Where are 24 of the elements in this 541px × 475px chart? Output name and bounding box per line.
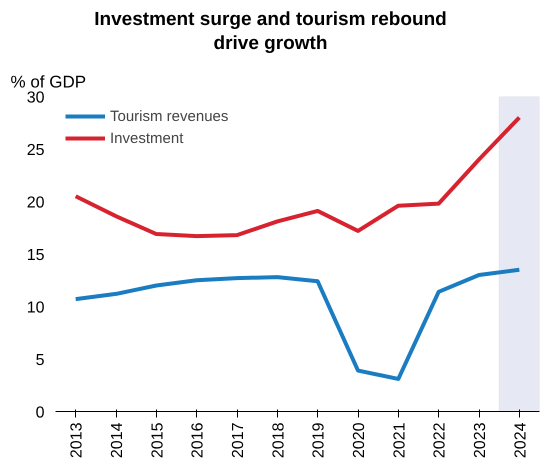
y-tick-label: 5 — [36, 352, 45, 369]
y-tick-label: 10 — [26, 300, 45, 316]
x-tick-label: 2024 — [512, 422, 530, 458]
x-tick-label: 2018 — [270, 422, 288, 458]
x-tick-label: 2021 — [391, 422, 408, 458]
legend-label: Investment — [110, 130, 184, 146]
x-tick-label: 2019 — [310, 422, 328, 458]
line-series — [74, 268, 522, 381]
x-tick-label: 2016 — [190, 422, 207, 458]
x-tick-label: 2022 — [432, 422, 449, 458]
y-tick-label: 15 — [26, 247, 45, 264]
y-tick-label: 0 — [36, 404, 45, 422]
y-tick-label: 20 — [26, 194, 45, 212]
y-tick-label: 30 — [26, 90, 45, 106]
x-tick-label: 2020 — [351, 422, 368, 458]
chart-title: Investment surge and tourism rebound drive growth — [94, 8, 447, 56]
legend-label: Tourism revenues — [110, 108, 228, 124]
y-axis-title: % of GDP — [10, 72, 86, 92]
x-tick-label: 2013 — [68, 422, 86, 458]
x-tick-label: 2017 — [230, 422, 247, 458]
y-tick-label: 25 — [26, 142, 45, 159]
x-tick-label: 2014 — [109, 422, 126, 458]
x-tick-label: 2023 — [472, 422, 489, 458]
x-tick-label: 2015 — [149, 422, 166, 458]
